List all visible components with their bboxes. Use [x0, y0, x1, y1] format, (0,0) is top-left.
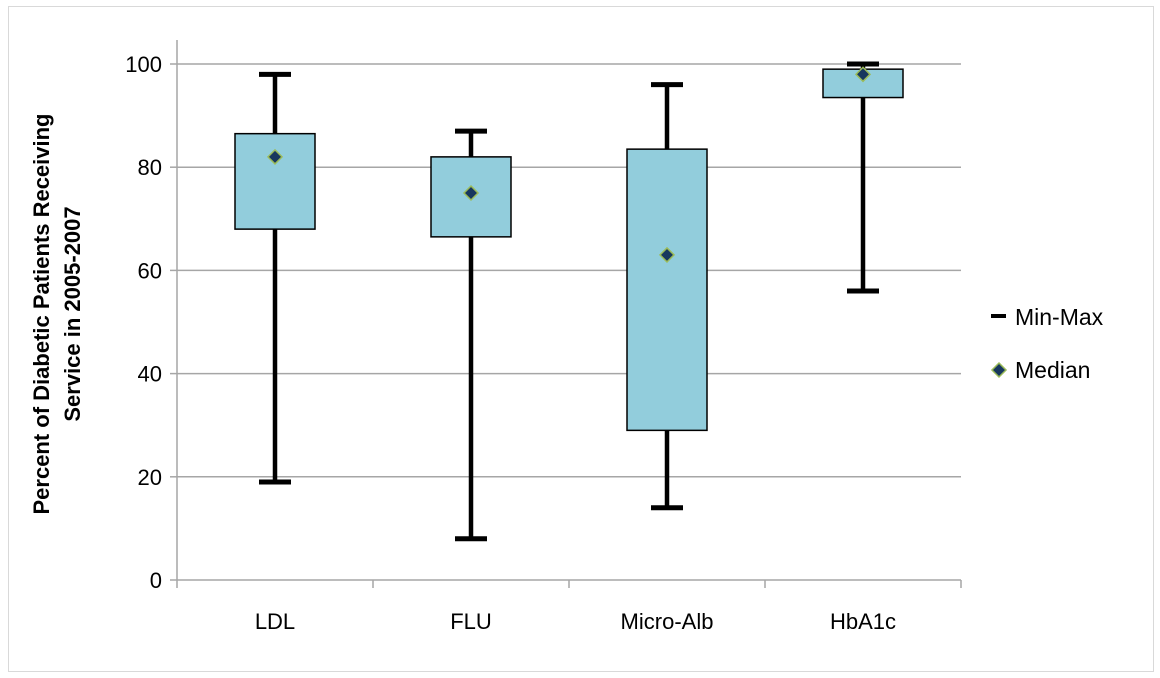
y-axis-title-line-1: Percent of Diabetic Patients Receiving [29, 113, 54, 514]
boxes [234, 68, 904, 432]
legend-minmax-label: Min-Max [1015, 304, 1104, 330]
x-tick-label: FLU [450, 609, 492, 634]
x-tick-label: HbA1c [830, 609, 896, 634]
legend: Min-Max Median [990, 304, 1104, 383]
legend-median-swatch [990, 361, 1008, 379]
y-tick-label: 20 [138, 465, 162, 490]
y-tick-labels: 0 20 40 60 80 100 [125, 52, 162, 593]
legend-minmax-swatch [991, 314, 1006, 318]
y-tick-label: 0 [150, 568, 162, 593]
median-marker [658, 246, 676, 263]
gridlines [177, 63, 961, 478]
y-axis-title: Percent of Diabetic Patients Receiving S… [29, 113, 85, 514]
x-tick-label: LDL [255, 609, 295, 634]
y-tick-label: 60 [138, 258, 162, 283]
x-tick-labels: LDL FLU Micro-Alb HbA1c [255, 609, 896, 634]
median-marker [854, 66, 872, 83]
iqr-box [626, 148, 708, 432]
y-tick-label: 80 [138, 155, 162, 180]
median-marker [462, 184, 480, 202]
y-tick-label: 100 [125, 52, 162, 77]
box-plot-chart: 0 20 40 60 80 100 LDL FLU Micro-Alb HbA1c Percen… [29, 40, 1104, 634]
x-tick-label: Micro-Alb [621, 609, 714, 634]
median-marker [266, 148, 284, 165]
y-axis-title-line-2: Service in 2005-2007 [60, 206, 85, 421]
axes [170, 40, 962, 588]
iqr-box [234, 132, 316, 230]
median-markers [266, 66, 872, 263]
chart-frame: 0 20 40 60 80 100 LDL FLU Micro-Alb HbA1c Percen… [8, 6, 1154, 672]
whiskers [259, 61, 879, 542]
y-tick-label: 40 [138, 362, 162, 387]
legend-median-label: Median [1015, 357, 1090, 383]
